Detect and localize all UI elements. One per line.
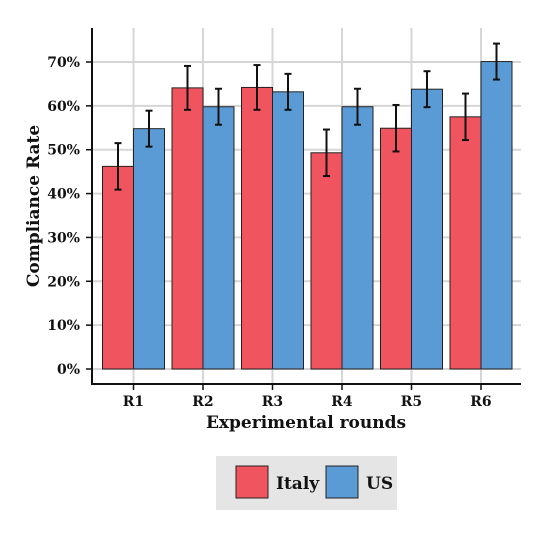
y-tick-label: 60% [47,99,80,115]
x-tick-labels: R1 R2 R3 R4 R5 R6 [123,394,492,410]
y-tick-label: 30% [47,230,80,246]
x-tick-label-r6: R6 [470,394,491,410]
x-tick-label-r1: R1 [123,394,144,410]
legend: Italy US [216,456,397,510]
axes [86,28,521,390]
error-bars [114,42,500,191]
bar-us-r2 [202,106,235,370]
bars [102,61,513,370]
x-tick-label-r2: R2 [192,394,213,410]
y-tick-label: 50% [47,143,80,159]
y-tick-label: 20% [47,274,80,290]
bar-us-r5 [411,88,443,370]
y-tick-labels: 0% 10% 20% 30% 40% 50% 60% 70% [47,55,80,378]
x-tick-label-r4: R4 [331,394,353,410]
x-tick-label-r3: R3 [262,394,283,410]
y-tick-label: 40% [47,187,80,203]
y-axis-title: Compliance Rate [24,125,44,288]
bar-us-r3 [272,91,304,370]
legend-swatch-italy [235,465,269,499]
x-tick-label-r5: R5 [401,394,422,410]
legend-swatch-us [325,465,359,499]
y-tick-label: 10% [47,318,80,334]
legend-label-us: US [366,474,393,494]
bar-us-r1 [133,128,165,370]
x-axis-title: Experimental rounds [206,413,406,433]
bar-italy-r6 [449,116,482,370]
bar-italy-r5 [380,127,412,370]
bar-italy-r1 [102,165,134,370]
y-tick-label: 70% [47,55,80,71]
bar-italy-r2 [171,87,204,370]
bar-italy-r4 [310,152,343,370]
legend-label-italy: Italy [276,474,320,494]
bar-italy-r3 [241,86,273,370]
bar-us-r6 [480,61,513,370]
y-tick-label: 0% [57,362,80,378]
bar-us-r4 [341,106,374,370]
